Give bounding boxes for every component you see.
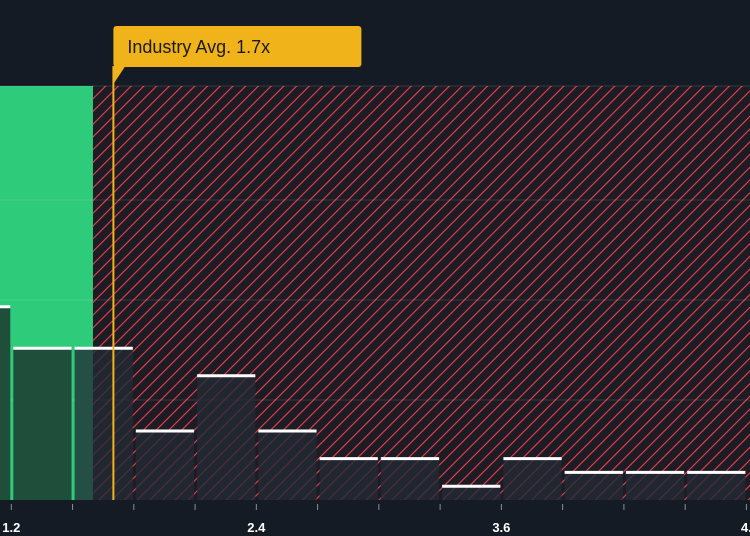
histogram-bar-4 [197, 375, 256, 500]
histogram-bar-5 [258, 431, 317, 500]
histogram-bar-8 [442, 486, 501, 500]
histogram-bar-11 [625, 472, 685, 500]
histogram-bar-1 [13, 348, 72, 500]
histogram-bar-2 [74, 348, 133, 500]
industry-average-label: Industry Avg. 1.7x [127, 37, 270, 57]
x-tick-label-2: 3.6 [492, 520, 510, 535]
histogram-bar-7 [380, 458, 440, 500]
industry-average-callout: Industry Avg. 1.7x [113, 26, 362, 84]
histogram-bar-9 [503, 458, 562, 500]
histogram-bar-6 [319, 458, 378, 500]
x-tick-label-1: 2.4 [247, 520, 266, 535]
industry-average-callout-pointer [113, 66, 126, 84]
industry-average-callout-box [113, 26, 362, 67]
x-tick-label-3: 4. [741, 520, 750, 535]
histogram-bar-12 [687, 472, 746, 500]
x-tick-label-0: 1.2 [2, 520, 20, 535]
histogram-bar-0 [0, 306, 11, 500]
histogram-bar-10 [564, 472, 623, 500]
histogram-bar-3 [135, 431, 195, 500]
